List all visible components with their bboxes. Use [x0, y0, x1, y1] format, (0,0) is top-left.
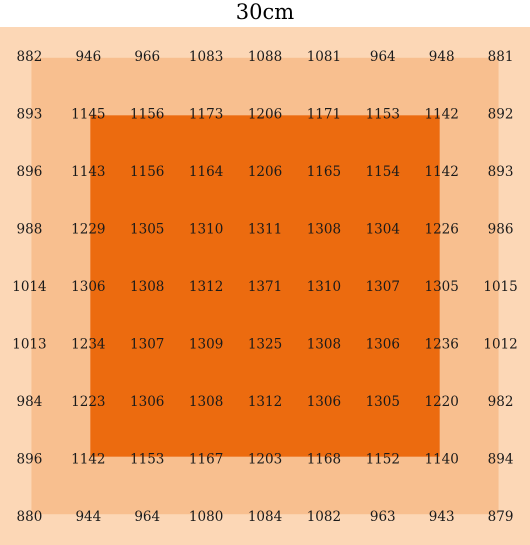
cell-value-r7-c1: 1142: [71, 452, 105, 468]
cell-value-r4-c4: 1371: [248, 279, 282, 295]
cell-value-r5-c2: 1307: [130, 337, 164, 353]
cell-value-r2-c2: 1156: [130, 164, 164, 180]
cell-value-r3-c0: 988: [17, 221, 43, 237]
cell-value-r5-c3: 1309: [189, 337, 223, 353]
cell-value-r5-c7: 1236: [424, 337, 458, 353]
cell-value-r8-c7: 943: [429, 509, 455, 525]
zone-inner: [90, 115, 440, 457]
cell-value-r0-c0: 882: [17, 49, 43, 65]
cell-value-r1-c1: 1145: [71, 106, 105, 122]
cell-value-r3-c3: 1310: [189, 221, 223, 237]
cell-value-layer: 882 946 966 1083 1088 1081 964 948 881 893 1145 115…: [12, 49, 517, 525]
cell-value-r1-c6: 1153: [366, 106, 400, 122]
cell-value-r0-c7: 948: [429, 49, 455, 65]
chart-title: 30cm: [236, 0, 294, 24]
cell-value-r0-c2: 966: [134, 49, 160, 65]
cell-value-r2-c4: 1206: [248, 164, 282, 180]
cell-value-r0-c8: 881: [488, 49, 514, 65]
cell-value-r7-c5: 1168: [307, 452, 341, 468]
cell-value-r6-c6: 1305: [366, 394, 400, 410]
cell-value-r5-c0: 1013: [12, 337, 46, 353]
cell-value-r0-c6: 964: [370, 49, 396, 65]
zone-layer: [0, 27, 530, 545]
cell-value-r7-c4: 1203: [248, 452, 282, 468]
cell-value-r4-c5: 1310: [307, 279, 341, 295]
cell-value-r2-c5: 1165: [307, 164, 341, 180]
cell-value-r3-c2: 1305: [130, 221, 164, 237]
cell-value-r7-c0: 896: [17, 452, 43, 468]
cell-value-r5-c6: 1306: [366, 337, 400, 353]
cell-value-r6-c1: 1223: [71, 394, 105, 410]
cell-value-r8-c5: 1082: [307, 509, 341, 525]
cell-value-r3-c7: 1226: [424, 221, 458, 237]
cell-value-r3-c5: 1308: [307, 221, 341, 237]
cell-value-r1-c2: 1156: [130, 106, 164, 122]
cell-value-r1-c3: 1173: [189, 106, 223, 122]
cell-value-r8-c0: 880: [17, 509, 43, 525]
cell-value-r3-c1: 1229: [71, 221, 105, 237]
cell-value-r4-c8: 1015: [483, 279, 517, 295]
cell-value-r2-c1: 1143: [71, 164, 105, 180]
cell-value-r3-c6: 1304: [366, 221, 400, 237]
cell-value-r4-c6: 1307: [366, 279, 400, 295]
cell-value-r7-c6: 1152: [366, 452, 400, 468]
cell-value-r6-c7: 1220: [424, 394, 458, 410]
cell-value-r0-c3: 1083: [189, 49, 223, 65]
cell-value-r5-c1: 1234: [71, 337, 105, 353]
cell-value-r6-c0: 984: [17, 394, 43, 410]
cell-value-r6-c5: 1306: [307, 394, 341, 410]
cell-value-r4-c2: 1308: [130, 279, 164, 295]
cell-value-r5-c4: 1325: [248, 337, 282, 353]
cell-value-r0-c4: 1088: [248, 49, 282, 65]
cell-value-r3-c8: 986: [488, 221, 514, 237]
cell-value-r5-c8: 1012: [483, 337, 517, 353]
cell-value-r4-c0: 1014: [12, 279, 46, 295]
cell-value-r0-c1: 946: [75, 49, 101, 65]
cell-value-r2-c3: 1164: [189, 164, 223, 180]
cell-value-r6-c8: 982: [488, 394, 514, 410]
cell-value-r7-c3: 1167: [189, 452, 223, 468]
cell-value-r7-c8: 894: [488, 452, 514, 468]
cell-value-r8-c3: 1080: [189, 509, 223, 525]
cell-value-r1-c8: 892: [488, 106, 514, 122]
cell-value-r2-c6: 1154: [366, 164, 400, 180]
cell-value-r2-c0: 896: [17, 164, 43, 180]
cell-value-r4-c1: 1306: [71, 279, 105, 295]
cell-value-r8-c6: 963: [370, 509, 396, 525]
cell-value-r1-c4: 1206: [248, 106, 282, 122]
cell-value-r1-c7: 1142: [424, 106, 458, 122]
cell-value-r6-c2: 1306: [130, 394, 164, 410]
cell-value-r1-c0: 893: [17, 106, 43, 122]
cell-value-r2-c7: 1142: [424, 164, 458, 180]
cell-value-r4-c3: 1312: [189, 279, 223, 295]
cell-value-r8-c4: 1084: [248, 509, 282, 525]
cell-value-r4-c7: 1305: [424, 279, 458, 295]
cell-value-r8-c8: 879: [488, 509, 514, 525]
cell-value-r6-c4: 1312: [248, 394, 282, 410]
cell-value-r7-c2: 1153: [130, 452, 164, 468]
cell-value-r8-c2: 964: [134, 509, 160, 525]
cell-value-r7-c7: 1140: [424, 452, 458, 468]
cell-value-r6-c3: 1308: [189, 394, 223, 410]
cell-value-r1-c5: 1171: [307, 106, 341, 122]
cell-value-r2-c8: 893: [488, 164, 514, 180]
cell-value-r0-c5: 1081: [307, 49, 341, 65]
cell-value-r8-c1: 944: [75, 509, 101, 525]
cell-value-r3-c4: 1311: [248, 221, 282, 237]
cell-value-r5-c5: 1308: [307, 337, 341, 353]
